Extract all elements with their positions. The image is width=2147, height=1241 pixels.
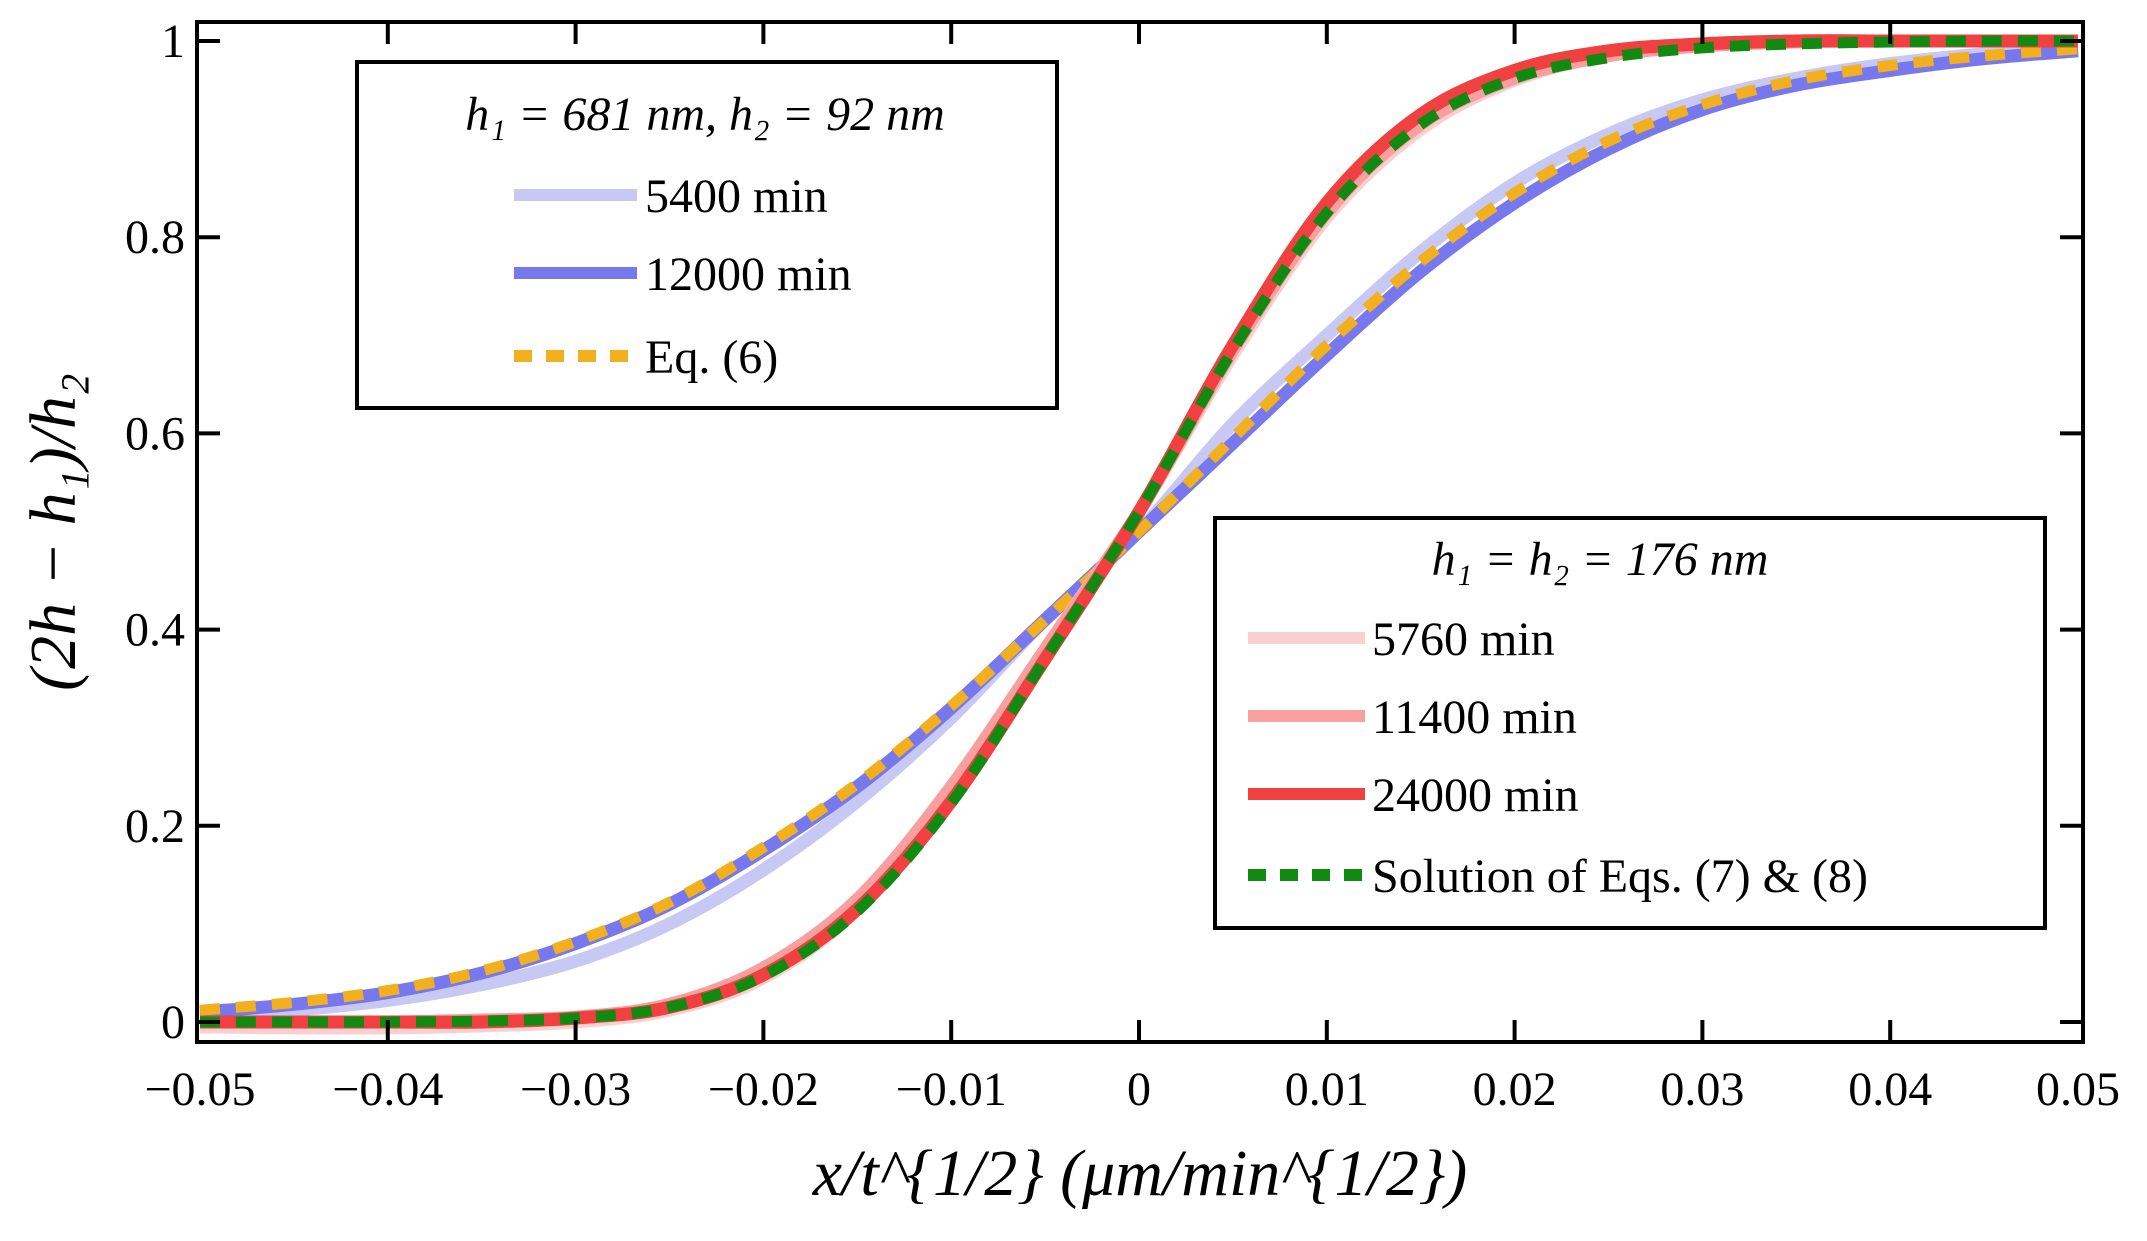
x-tick-label: −0.03 — [520, 1063, 631, 1116]
legend-label: Eq. (6) — [645, 331, 778, 384]
x-tick-label: −0.04 — [332, 1063, 443, 1116]
legend-lower-right: h₁ = h₂ = 176 nm 5760 min 11400 min 2400… — [1213, 516, 2047, 930]
y-tick-label: 0.4 — [125, 604, 185, 657]
legend-label: 11400 min — [1372, 691, 1577, 744]
y-axis-label: (2h − h₁)/h₂ — [17, 373, 90, 691]
y-tick-label: 1 — [161, 15, 185, 68]
tick-layer: −0.05 −0.04 −0.03 −0.02 −0.01 0 0.01 0.02 0.03 0.… — [125, 15, 2120, 1116]
series-layer — [199, 34, 2079, 1035]
y-tick-label: 0.2 — [125, 800, 185, 853]
legend-label: Solution of Eqs. (7) & (8) — [1372, 850, 1868, 903]
x-tick-label: −0.01 — [896, 1063, 1007, 1116]
x-tick-label: 0.05 — [2036, 1063, 2120, 1116]
y-tick-label: 0.6 — [125, 407, 185, 460]
x-tick-label: 0.01 — [1285, 1063, 1369, 1116]
x-tick-label: −0.05 — [144, 1063, 255, 1116]
x-tick-label: 0.02 — [1473, 1063, 1557, 1116]
x-tick-label: 0.03 — [1660, 1063, 1744, 1116]
y-tick-label: 0 — [161, 996, 185, 1049]
legend-label: 5760 min — [1372, 613, 1555, 666]
legend-box — [355, 60, 1059, 410]
legend-title: h₁ = h₂ = 176 nm — [1432, 533, 1769, 586]
x-tick-label: −0.02 — [708, 1063, 819, 1116]
legend-title: h₁ = 681 nm, h₂ = 92 nm — [465, 88, 944, 141]
legend-label: 24000 min — [1372, 769, 1579, 822]
legend-top-left: h₁ = 681 nm, h₂ = 92 nm 5400 min 12000 m… — [355, 60, 1059, 410]
x-axis-label: x/t^{1/2} (μm/min^{1/2}) — [812, 1137, 1468, 1210]
series-line-eq-6 — [199, 43, 2079, 1016]
legend-label: 5400 min — [645, 170, 828, 223]
y-tick-label: 0.8 — [125, 211, 185, 264]
series-line-solution-of-eqs-7-8 — [200, 35, 2079, 1028]
x-tick-label: 0.04 — [1848, 1063, 1932, 1116]
x-tick-label: 0 — [1127, 1063, 1151, 1116]
legend-box — [1213, 516, 2047, 930]
legend-label: 12000 min — [645, 248, 852, 301]
